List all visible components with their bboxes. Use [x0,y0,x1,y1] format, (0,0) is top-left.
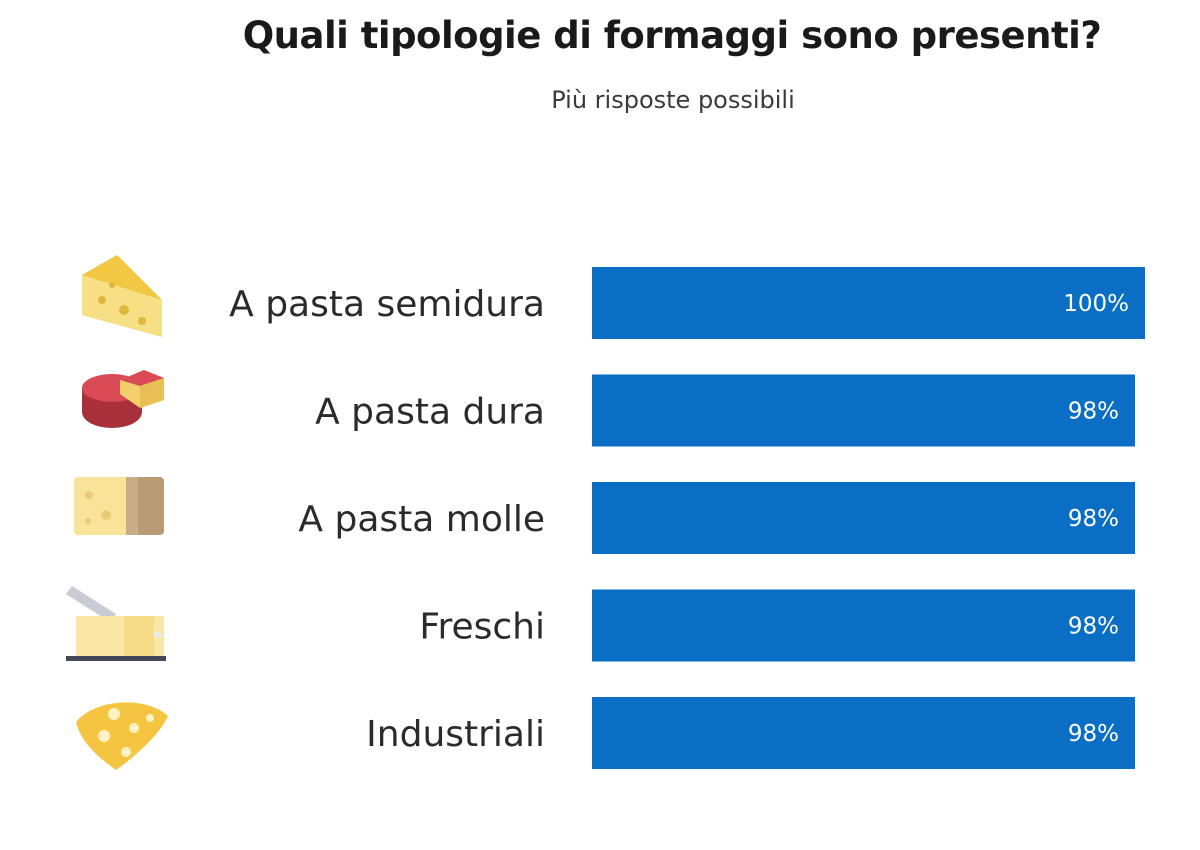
cheese-block-icon [74,477,164,535]
bar-4 [592,697,1135,769]
chart-title-wrap: Quali tipologie di formaggi sono present… [0,14,1200,57]
value-label-1: 98% [1068,399,1119,425]
chart-title: Quali tipologie di formaggi sono present… [242,14,1102,57]
category-label-1: A pasta dura [315,392,545,433]
category-label-0: A pasta semidura [229,284,545,325]
bar-2 [592,482,1135,554]
bar-1 [592,374,1135,447]
bars-layer [592,267,1145,769]
category-label-3: Freschi [419,607,545,648]
value-label-3: 98% [1068,614,1119,640]
cheese-slice-icon [76,702,168,770]
category-label-2: A pasta molle [298,499,545,540]
fresh-cheese-knife-icon [66,586,166,661]
category-label-4: Industriali [366,714,545,755]
value-label-4: 98% [1068,721,1119,747]
bar-0 [592,267,1145,339]
category-labels: A pasta semidura A pasta dura A pasta moll… [229,284,545,755]
icons-layer [66,255,168,770]
value-label-2: 98% [1068,506,1119,532]
cheese-wedge-icon [82,255,162,337]
chart-subtitle: Più risposte possibili [551,86,795,114]
red-wax-cheese-icon [82,370,164,428]
value-labels: 100% 98% 98% 98% 98% [1063,291,1129,747]
bar-3 [592,589,1135,662]
value-label-0: 100% [1063,291,1129,317]
